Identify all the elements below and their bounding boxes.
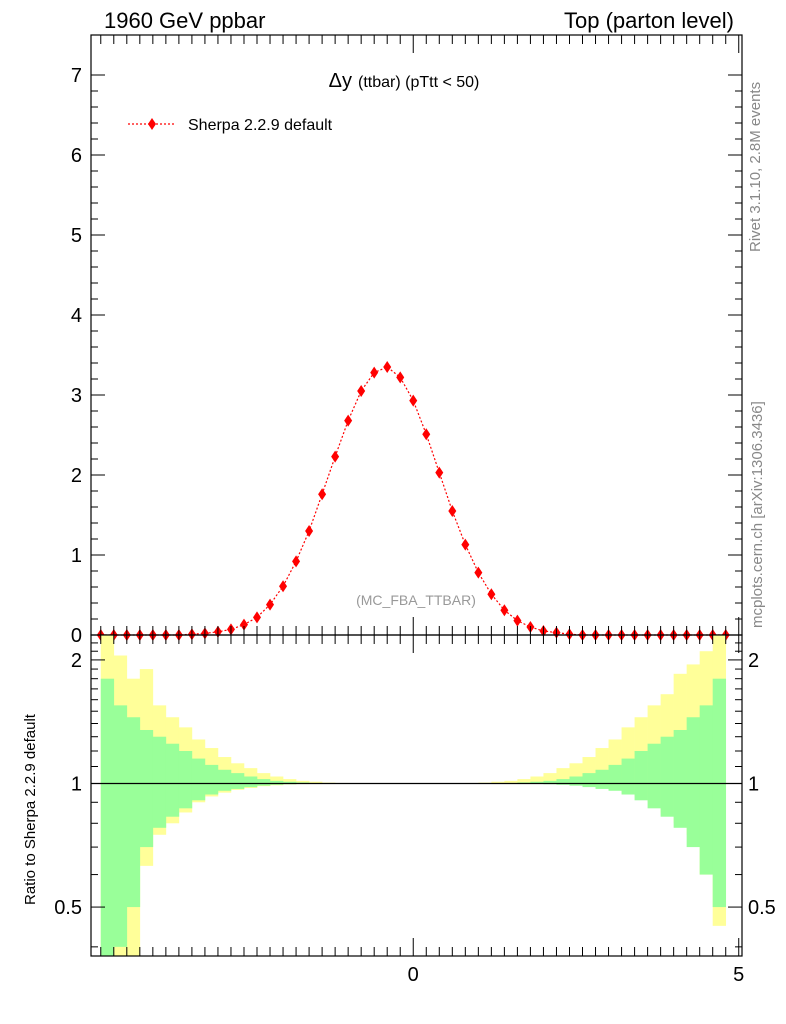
ratio-band-inner [152,736,167,828]
data-point [266,598,275,611]
ratio-band-inner [621,758,635,795]
ratio-band-inner [243,776,258,788]
ratio-band-inner [270,780,284,785]
main-ytick-label: 4 [71,305,82,327]
data-point [383,361,392,373]
legend: Sherpa 2.2.9 default [128,117,333,134]
ratio-band-inner [660,736,674,817]
data-point [500,604,509,617]
data-point [474,566,483,579]
ratio-band-outer [543,773,557,785]
main-ytick-label: 7 [71,65,82,87]
mcplots-label: mcplots.cern.ch [arXiv:1306.3436] [749,401,766,628]
ratio-band-inner [543,780,557,785]
header-left: 1960 GeV ppbar [104,8,265,33]
ratio-band-inner [217,769,232,791]
data-point [344,414,353,427]
ratio-plot-area [91,635,742,956]
ratio-band-outer [504,780,518,784]
data-point [253,611,262,624]
ratio-band-inner [230,773,245,789]
chart-title-main: Δy [329,70,352,92]
ratio-ytick-label-right: 2 [748,650,759,672]
ratio-xtick-label: 5 [733,964,744,986]
data-point [370,366,379,379]
legend-marker [148,118,156,130]
data-point [318,488,327,501]
ratio-band-inner [100,678,115,956]
ratio-axes: 0.5 0.5 1 1 2 2 0 5 [54,635,776,986]
data-point [461,538,470,551]
ratio-band-outer [517,779,531,784]
ratio-band-inner [139,729,154,848]
data-point [513,614,522,627]
main-ytick-label: 3 [71,385,82,407]
main-y-axis: 0 1 2 3 4 5 6 7 [71,35,742,647]
ratio-band-inner [673,729,687,828]
ratio-band-outer [309,781,323,784]
ratio-panel: 0.5 0.5 1 1 2 2 0 5 Ratio to Sherpa 2.2.9 defau… [22,634,776,986]
ratio-band-inner [712,678,727,908]
data-point [435,466,444,479]
data-point [239,618,248,631]
main-ytick-label: 0 [71,625,82,647]
ratio-ytick-label-right: 1 [748,773,759,795]
data-point [305,525,314,537]
ratio-frame [90,634,743,957]
ratio-band-inner [699,705,714,875]
ratio-band-inner [595,769,609,789]
ratio-xtick-label: 0 [408,964,419,986]
ratio-ytick-label: 1 [71,773,82,795]
ratio-band-inner [582,773,596,788]
ratio-band-inner [686,717,700,848]
data-point [357,385,366,397]
main-ytick-label: 2 [71,465,82,487]
ratio-band-inner [634,750,648,801]
rivet-label: Rivet 3.1.10, 2.8M events [747,82,764,252]
ratio-band-outer [530,776,544,784]
data-point [396,371,405,384]
ratio-ylabel: Ratio to Sherpa 2.2.9 default [22,713,39,905]
data-point [422,428,431,441]
ratio-band-inner [257,779,271,786]
analysis-label: (MC_FBA_TTBAR) [356,592,476,608]
data-point [487,588,496,601]
main-ytick-label: 1 [71,545,82,567]
ratio-band-inner [569,776,583,786]
main-panel: 0 1 2 3 4 5 6 7 Δy (ttbar) (pTtt < 50) Sherpa 2… [71,34,743,647]
ratio-band-inner [204,764,219,795]
ratio-ytick-label-right: 0.5 [748,897,776,919]
ratio-ytick-label: 2 [71,650,82,672]
data-point [292,555,301,568]
ratio-ytick-label: 0.5 [54,897,82,919]
header-right: Top (parton level) [564,8,734,33]
ratio-band-inner [165,743,180,817]
ratio-band-inner [647,743,661,809]
data-point [409,394,418,407]
ratio-band-inner [191,758,206,801]
data-point [448,505,457,517]
main-ytick-label: 6 [71,145,82,167]
ratio-band-inner [126,717,141,908]
ratio-band-outer [491,781,505,784]
ratio-band-inner [530,781,544,784]
ratio-band-inner [608,764,622,791]
ratio-band-inner [178,750,193,809]
data-point [331,450,340,463]
main-ytick-label: 5 [71,225,82,247]
legend-label: Sherpa 2.2.9 default [188,117,333,134]
chart-title-rest: (ttbar) (pTtt < 50) [358,74,479,91]
ratio-band-inner [113,705,128,947]
data-point [279,580,288,593]
ratio-band-inner [556,779,570,785]
